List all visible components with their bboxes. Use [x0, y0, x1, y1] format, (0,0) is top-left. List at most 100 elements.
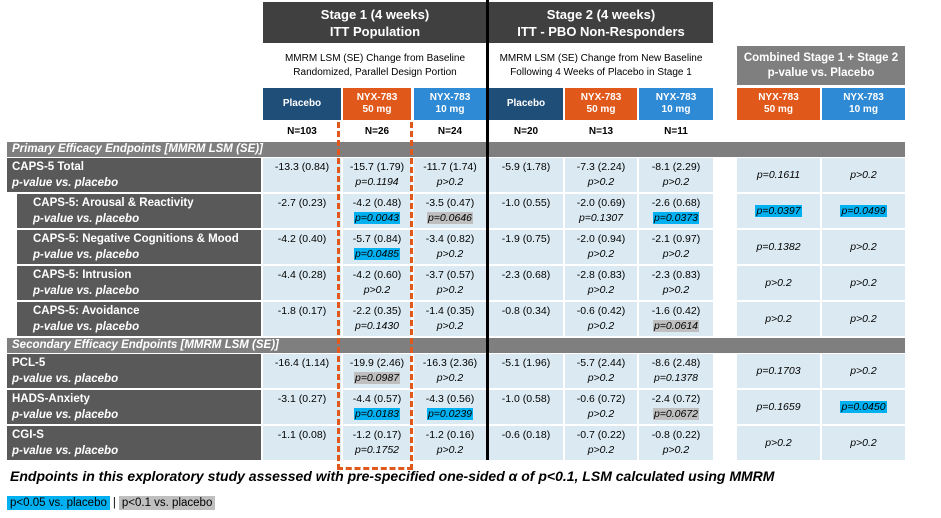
p-value: p>0.2	[587, 284, 615, 296]
stage-note: MMRM LSM (SE) Change from New Baseline Fo…	[489, 48, 713, 84]
stage-title: Stage 1 (4 weeks)	[320, 6, 430, 22]
endpoint-sub: p-value vs. placebo	[12, 373, 119, 385]
combined-cell: p=0.0450	[822, 390, 905, 424]
cell-value: -2.0 (0.69)	[576, 197, 626, 209]
p-value: p>0.2	[662, 284, 690, 296]
cell-value: -5.7 (2.44)	[576, 357, 626, 369]
combined-title: Combined Stage 1 + Stage 2	[743, 51, 899, 64]
data-cell: -1.6 (0.42) p=0.0614	[639, 302, 713, 336]
note-line: Randomized, Parallel Design Portion	[293, 67, 457, 78]
endpoint-name: CAPS-5: Avoidance	[33, 305, 140, 317]
p-value: p>0.2	[436, 248, 464, 260]
data-cell: -3.4 (0.82) p>0.2	[414, 230, 486, 264]
cell-value: -2.3 (0.83)	[651, 269, 701, 281]
combined-subtitle: p-value vs. Placebo	[767, 66, 875, 79]
data-cell: -2.2 (0.35) p=0.1430	[343, 302, 411, 336]
cell-value: -0.7 (0.22)	[576, 429, 626, 441]
stage-title: Stage 2 (4 weeks)	[546, 6, 656, 22]
combined-cell: p>0.2	[822, 354, 905, 388]
arm-header: NYX-783 10 mg	[414, 88, 486, 120]
cell-value: -1.2 (0.17)	[352, 429, 402, 441]
arm-header: NYX-783 50 mg	[565, 88, 637, 120]
note-line: Following 4 Weeks of Placebo in Stage 1	[510, 67, 692, 78]
p-value: p=0.1382	[756, 240, 801, 253]
combined-cell: p>0.2	[822, 266, 905, 300]
p-value: p=0.0499	[840, 204, 887, 217]
cell-value: -8.1 (2.29)	[651, 161, 701, 173]
p-value: p>0.2	[662, 248, 690, 260]
arm-name: NYX-783	[843, 92, 884, 103]
stage-header: Stage 2 (4 weeks) ITT - PBO Non-Responder…	[489, 2, 713, 43]
data-cell: -2.7 (0.23)	[263, 194, 341, 228]
data-cell: -0.8 (0.34)	[489, 302, 563, 336]
cell-value: -2.7 (0.23)	[277, 197, 327, 209]
row-label: CAPS-5: Arousal & Reactivity p-value vs. …	[17, 194, 261, 228]
endpoint-sub: p-value vs. placebo	[12, 445, 119, 457]
p-value: p>0.2	[850, 168, 877, 181]
n-value: N=26	[364, 125, 390, 137]
cell-value: -0.6 (0.18)	[501, 429, 551, 441]
endpoint-name: CAPS-5: Intrusion	[33, 269, 132, 281]
section-title: Secondary Efficacy Endpoints [MMRM LSM (…	[12, 339, 279, 351]
data-cell: -0.6 (0.42) p>0.2	[565, 302, 637, 336]
data-cell: -1.1 (0.08)	[263, 426, 341, 460]
cell-value: -1.8 (0.17)	[277, 305, 327, 317]
cell-value: -3.1 (0.27)	[277, 393, 327, 405]
cell-value: -3.4 (0.82)	[425, 233, 475, 245]
p-value: p>0.2	[850, 364, 877, 377]
combined-cell: p=0.1703	[737, 354, 820, 388]
combined-cell: p>0.2	[822, 302, 905, 336]
arm-dose: 10 mg	[661, 104, 691, 115]
combined-cell: p>0.2	[822, 426, 905, 460]
n-count: N=26	[343, 123, 411, 139]
data-cell: -2.3 (0.83) p>0.2	[639, 266, 713, 300]
data-cell: -7.3 (2.24) p>0.2	[565, 158, 637, 192]
cell-value: -2.2 (0.35)	[352, 305, 402, 317]
p-value: p>0.2	[765, 276, 792, 289]
data-cell: -0.6 (0.72) p>0.2	[565, 390, 637, 424]
p-value: p>0.2	[765, 312, 792, 325]
arm-header: NYX-783 50 mg	[737, 88, 820, 120]
p-value: p>0.2	[587, 320, 615, 332]
arm-name: NYX-783	[580, 92, 622, 103]
legend-item: p<0.05 vs. placebo	[7, 496, 110, 510]
data-cell: -1.2 (0.17) p=0.1752	[343, 426, 411, 460]
p-value: p>0.2	[587, 372, 615, 384]
data-cell: -4.2 (0.48) p=0.0043	[343, 194, 411, 228]
p-value: p=0.1752	[354, 444, 400, 456]
cell-value: -1.0 (0.55)	[501, 197, 551, 209]
data-cell: -5.9 (1.78)	[489, 158, 563, 192]
endpoint-sub: p-value vs. placebo	[12, 177, 119, 189]
row-label: CGI-S p-value vs. placebo	[7, 426, 261, 460]
cell-value: -4.2 (0.40)	[277, 233, 327, 245]
stage-subtitle: ITT Population	[329, 23, 421, 39]
section-header: Primary Efficacy Endpoints [MMRM LSM (SE…	[7, 142, 905, 157]
highlight-column-frame	[337, 122, 413, 470]
combined-cell: p=0.1659	[737, 390, 820, 424]
cell-value: -16.4 (1.14)	[274, 357, 330, 369]
p-value: p>0.2	[765, 436, 792, 449]
cell-value: -0.8 (0.22)	[651, 429, 701, 441]
p-value: p=0.0614	[652, 320, 700, 332]
row-label: PCL-5 p-value vs. placebo	[7, 354, 261, 388]
p-value: p=0.0672	[652, 408, 700, 420]
p-value: p=0.1378	[653, 372, 699, 384]
cell-value: -13.3 (0.84)	[274, 161, 330, 173]
data-cell: -16.4 (1.14)	[263, 354, 341, 388]
data-cell: -2.8 (0.83) p>0.2	[565, 266, 637, 300]
data-cell: -2.1 (0.97) p>0.2	[639, 230, 713, 264]
stage-divider	[486, 0, 489, 460]
combined-cell: p>0.2	[737, 426, 820, 460]
endpoint-name: PCL-5	[12, 357, 46, 369]
cell-value: -4.4 (0.28)	[277, 269, 327, 281]
p-value: p>0.2	[587, 444, 615, 456]
footnote: Endpoints in this exploratory study asse…	[10, 468, 930, 488]
cell-value: -16.3 (2.36)	[422, 357, 478, 369]
p-value: p=0.0397	[755, 204, 802, 217]
p-value: p=0.1430	[354, 320, 400, 332]
data-cell: -0.6 (0.18)	[489, 426, 563, 460]
data-cell: -2.4 (0.72) p=0.0672	[639, 390, 713, 424]
cell-value: -4.2 (0.48)	[352, 197, 402, 209]
footnote-text: Endpoints in this exploratory study asse…	[10, 468, 775, 484]
cell-value: -19.9 (2.46)	[349, 357, 405, 369]
